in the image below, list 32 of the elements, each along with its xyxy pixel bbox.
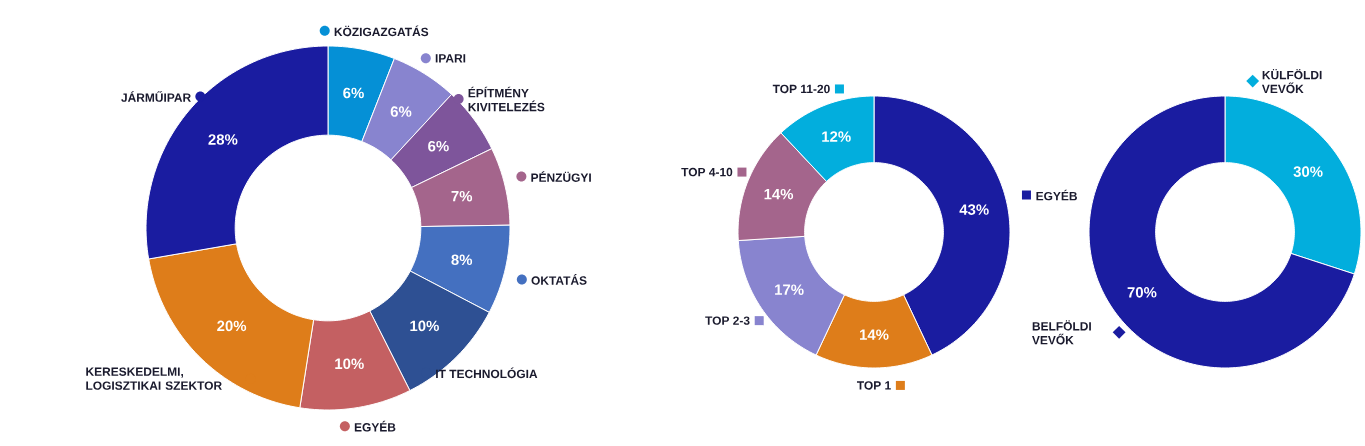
slice-label: EGYÉB: [1036, 189, 1077, 201]
slice-label: IT TECHNOLÓGIA: [436, 367, 538, 379]
data-label: 7%: [451, 190, 473, 202]
data-label: 6%: [428, 140, 449, 152]
legend-label: OKTATÁS: [531, 274, 587, 285]
slice-label: JÁRMŰIPAR: [121, 91, 191, 102]
data-label: 10%: [410, 320, 439, 332]
slice-label: KERESKEDELMI, LOGISZTIKAI SZEKTOR: [86, 367, 222, 390]
legend-label: EGYÉB: [354, 420, 396, 432]
legend-label: IPARI: [435, 54, 466, 63]
legend-label: TOP 11-20: [772, 84, 830, 94]
legend-label: TOP 1: [856, 381, 891, 390]
data-label: 12%: [822, 131, 851, 142]
data-label: 6%: [343, 87, 364, 99]
legend-label: PÉNZÜGYI: [531, 171, 591, 182]
data-label: 28%: [208, 134, 238, 145]
legend-label: KÖZIGAZGATÁS: [334, 25, 429, 37]
data-label: 43%: [959, 204, 989, 215]
legend-label: KÜLFÖLDI VEVŐK: [1261, 68, 1322, 94]
data-label: 14%: [764, 188, 794, 200]
data-label: 70%: [1127, 287, 1157, 298]
data-label: 20%: [217, 320, 247, 332]
data-label: 8%: [451, 254, 473, 266]
legend-label: ÉPÍTMÉNY KIVITELEZÉS: [468, 86, 545, 112]
data-label: 17%: [775, 284, 804, 295]
data-label: 6%: [390, 106, 412, 117]
slice-label: BELFÖLDI VEVŐK: [1032, 320, 1091, 345]
data-label: 10%: [335, 358, 364, 370]
legend-label: TOP 2-3: [705, 316, 750, 325]
data-label: 30%: [1293, 166, 1323, 177]
legend-label: TOP 4-10: [681, 167, 733, 177]
data-label: 14%: [859, 329, 889, 340]
